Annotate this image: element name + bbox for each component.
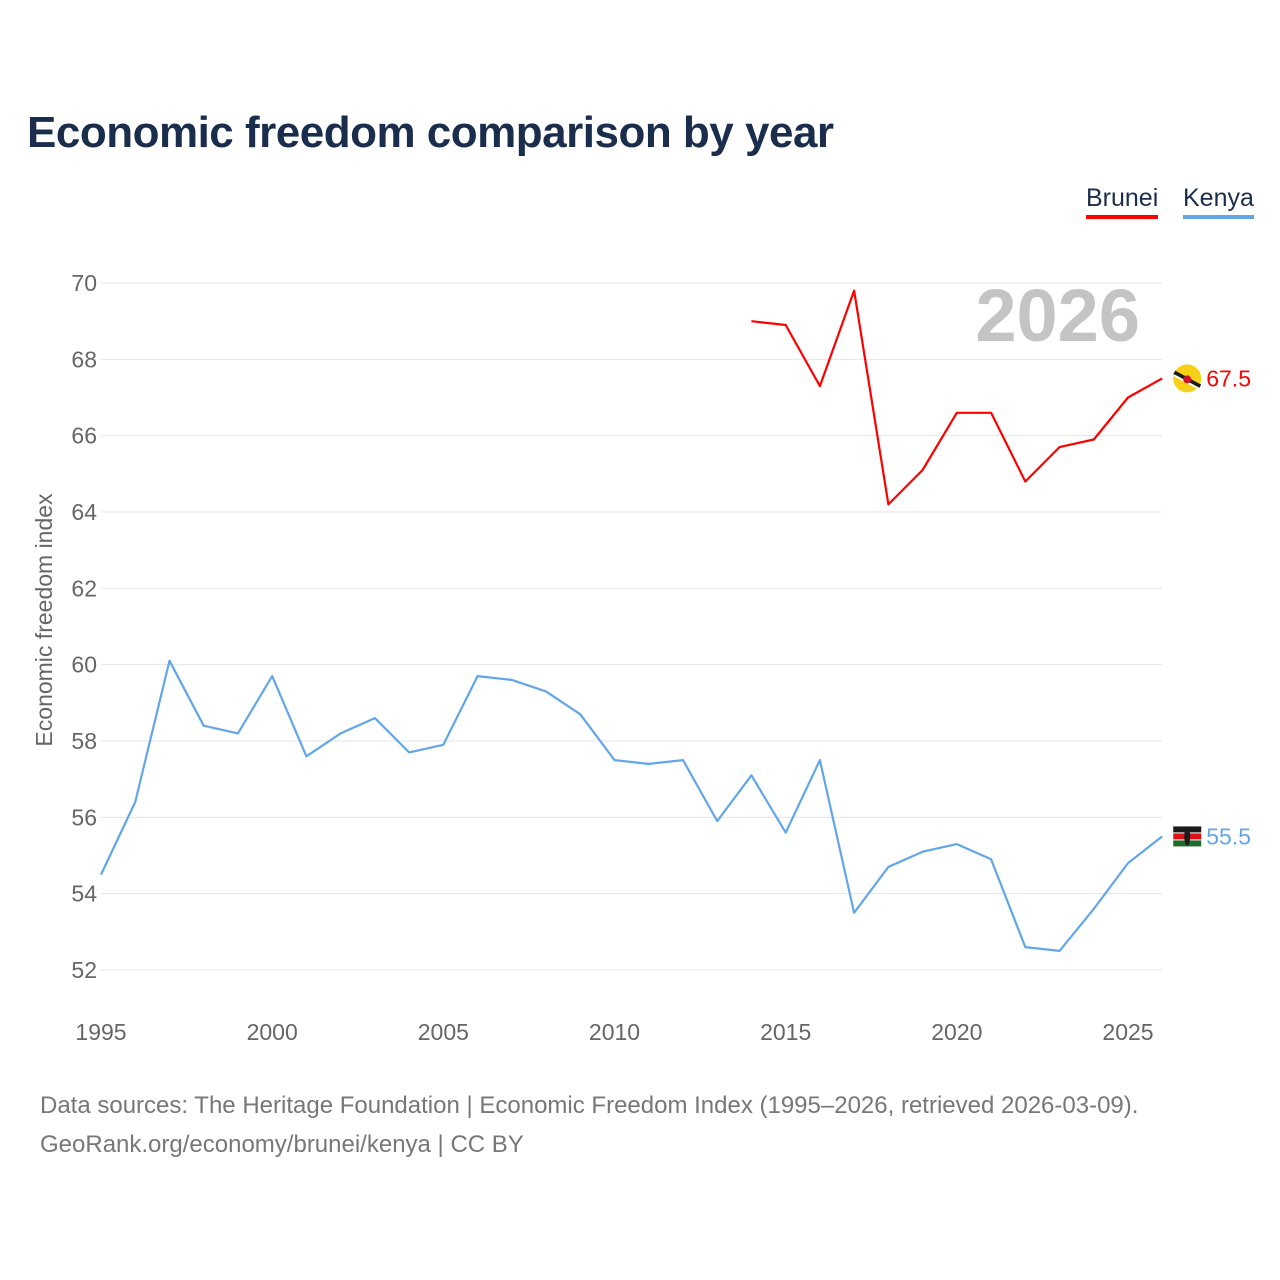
footer-link[interactable]: GeoRank.org/economy/brunei/kenya | CC BY [40,1131,524,1158]
x-tick-label: 2010 [589,1019,640,1045]
footer-sources: Data sources: The Heritage Foundation | … [40,1092,1139,1119]
end-value-label: 67.5 [1206,365,1251,391]
x-tick-label: 2005 [418,1019,469,1045]
y-tick-label: 60 [71,652,97,678]
y-tick-label: 52 [71,957,97,983]
series-line-kenya [100,659,1163,953]
x-tick-label: 2000 [247,1019,298,1045]
x-tick-label: 2020 [931,1019,982,1045]
y-tick-label: 58 [71,728,97,754]
year-watermark: 2026 [975,274,1140,357]
y-tick-label: 68 [71,346,97,372]
y-tick-label: 70 [71,270,97,296]
y-tick-label: 62 [71,575,97,601]
x-tick-label: 2025 [1102,1019,1153,1045]
legend-kenya[interactable]: Kenya [1183,184,1254,219]
x-tick-label: 1995 [75,1019,126,1045]
x-tick-label: 2015 [760,1019,811,1045]
y-tick-label: 66 [71,423,97,449]
end-value-label: 55.5 [1206,823,1251,849]
y-tick-label: 54 [71,881,97,907]
chart-title: Economic freedom comparison by year [27,108,834,157]
series-line-brunei [751,289,1163,506]
footer: Data sources: The Heritage Foundation | … [40,1086,1138,1164]
y-tick-label: 64 [71,499,97,525]
brunei-flag-emblem [1183,375,1192,384]
y-axis-label: Economic freedom index [31,493,57,747]
kenya-flag-shield [1184,827,1191,846]
legend-brunei[interactable]: Brunei [1086,184,1159,219]
y-tick-label: 56 [71,804,97,830]
